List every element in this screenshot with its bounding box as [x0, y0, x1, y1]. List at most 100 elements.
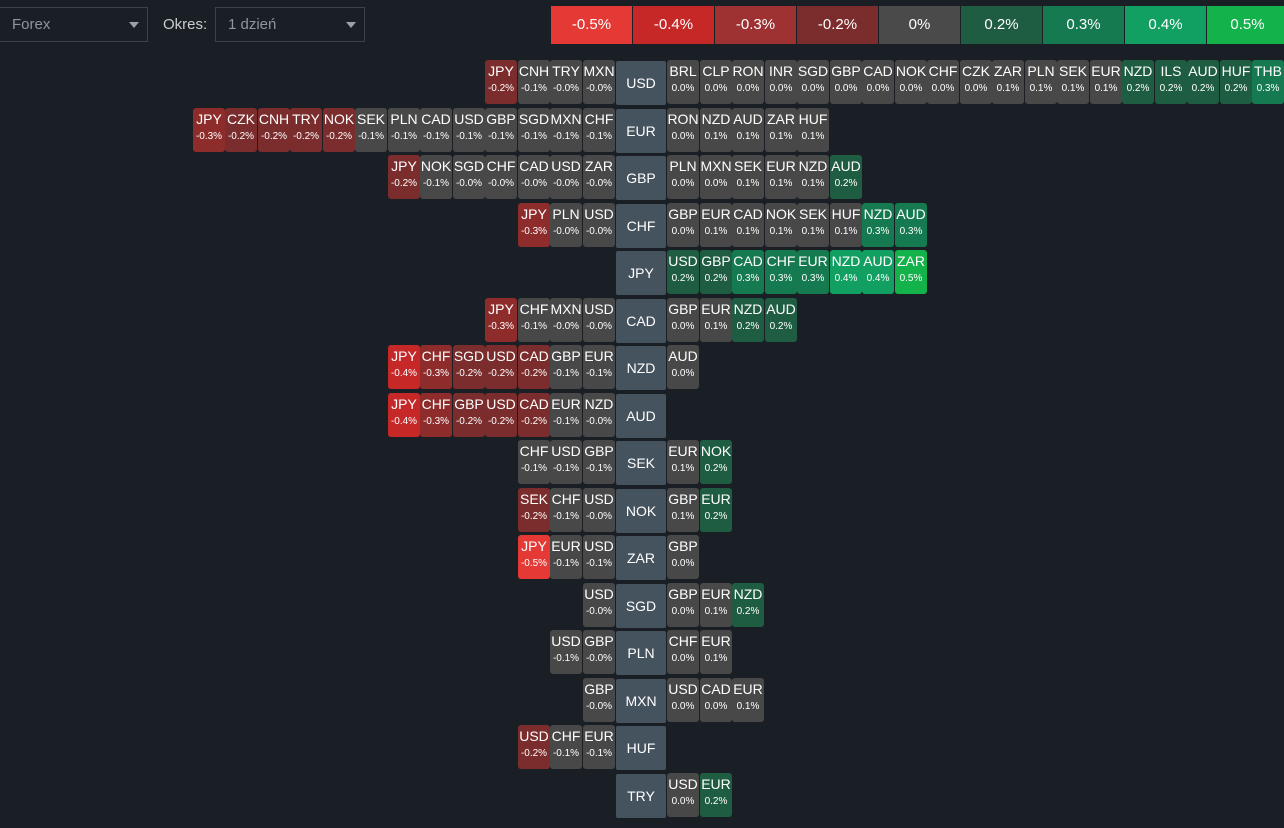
pair-cell[interactable]: JPY -0.4%: [388, 345, 420, 389]
pair-cell[interactable]: JPY -0.3%: [193, 107, 225, 152]
pair-cell[interactable]: CHF -0.1%: [518, 440, 550, 484]
pair-cell[interactable]: JPY -0.5%: [518, 535, 550, 579]
pair-cell[interactable]: CZK -0.2%: [225, 107, 257, 152]
base-currency-cad[interactable]: CAD: [616, 298, 666, 343]
pair-cell[interactable]: SEK -0.2%: [518, 487, 550, 532]
pair-cell[interactable]: RON 0.0%: [667, 107, 699, 152]
pair-cell[interactable]: CHF -0.0%: [485, 155, 517, 199]
pair-cell[interactable]: JPY -0.3%: [518, 202, 550, 247]
pair-cell[interactable]: USD -0.1%: [583, 535, 615, 579]
base-currency-zar[interactable]: ZAR: [616, 536, 666, 580]
pair-cell[interactable]: AUD 0.3%: [895, 202, 927, 247]
pair-cell[interactable]: EUR 0.1%: [700, 297, 732, 342]
pair-cell[interactable]: NOK 0.1%: [765, 202, 797, 247]
base-currency-eur[interactable]: EUR: [616, 108, 666, 153]
pair-cell[interactable]: ZAR -0.0%: [583, 155, 615, 199]
pair-cell[interactable]: NZD 0.2%: [732, 297, 764, 342]
pair-cell[interactable]: EUR 0.1%: [1090, 60, 1122, 104]
pair-cell[interactable]: TRY -0.0%: [550, 60, 582, 104]
pair-cell[interactable]: RON 0.0%: [732, 60, 764, 104]
pair-cell[interactable]: EUR 0.2%: [700, 772, 732, 817]
period-select[interactable]: 1 dzień: [215, 7, 365, 42]
pair-cell[interactable]: TRY -0.2%: [290, 107, 322, 152]
pair-cell[interactable]: NOK 0.0%: [895, 60, 927, 104]
base-currency-usd[interactable]: USD: [616, 61, 666, 105]
pair-cell[interactable]: SEK 0.1%: [797, 202, 829, 247]
pair-cell[interactable]: GBP -0.1%: [583, 440, 615, 484]
base-currency-pln[interactable]: PLN: [616, 631, 666, 675]
pair-cell[interactable]: NOK -0.1%: [420, 155, 452, 199]
pair-cell[interactable]: EUR 0.3%: [797, 250, 829, 294]
base-currency-jpy[interactable]: JPY: [616, 251, 666, 295]
pair-cell[interactable]: CHF -0.1%: [518, 297, 550, 342]
pair-cell[interactable]: EUR 0.1%: [732, 677, 764, 722]
pair-cell[interactable]: GBP 0.0%: [667, 582, 699, 627]
pair-cell[interactable]: GBP -0.2%: [453, 392, 485, 437]
pair-cell[interactable]: GBP 0.0%: [830, 60, 862, 104]
pair-cell[interactable]: CAD 0.3%: [732, 250, 764, 294]
base-currency-huf[interactable]: HUF: [616, 726, 666, 770]
pair-cell[interactable]: NOK 0.2%: [700, 440, 732, 484]
pair-cell[interactable]: USD -0.0%: [583, 202, 615, 247]
pair-cell[interactable]: NZD 0.2%: [1122, 60, 1154, 104]
base-currency-nzd[interactable]: NZD: [616, 346, 666, 390]
pair-cell[interactable]: THB 0.3%: [1252, 60, 1284, 104]
pair-cell[interactable]: SEK -0.1%: [355, 107, 387, 152]
pair-cell[interactable]: EUR 0.1%: [700, 202, 732, 247]
pair-cell[interactable]: SEK 0.1%: [1057, 60, 1089, 104]
pair-cell[interactable]: EUR -0.1%: [583, 345, 615, 389]
pair-cell[interactable]: CAD 0.1%: [732, 202, 764, 247]
pair-cell[interactable]: CHF 0.3%: [765, 250, 797, 294]
pair-cell[interactable]: ZAR 0.1%: [765, 107, 797, 152]
pair-cell[interactable]: CHF -0.1%: [550, 725, 582, 769]
pair-cell[interactable]: CAD 0.0%: [862, 60, 894, 104]
pair-cell[interactable]: CLP 0.0%: [700, 60, 732, 104]
pair-cell[interactable]: PLN 0.0%: [667, 155, 699, 199]
pair-cell[interactable]: USD 0.0%: [667, 772, 699, 817]
pair-cell[interactable]: HUF 0.2%: [1220, 60, 1252, 104]
base-currency-mxn[interactable]: MXN: [616, 678, 666, 723]
pair-cell[interactable]: USD -0.2%: [518, 725, 550, 769]
pair-cell[interactable]: AUD 0.0%: [667, 345, 699, 389]
pair-cell[interactable]: CHF 0.0%: [667, 630, 699, 674]
pair-cell[interactable]: EUR -0.1%: [550, 535, 582, 579]
pair-cell[interactable]: USD -0.1%: [453, 107, 485, 152]
pair-cell[interactable]: NZD -0.0%: [583, 392, 615, 437]
pair-cell[interactable]: JPY -0.2%: [388, 155, 420, 199]
pair-cell[interactable]: MXN 0.0%: [700, 155, 732, 199]
pair-cell[interactable]: HUF 0.1%: [830, 202, 862, 247]
pair-cell[interactable]: MXN -0.1%: [550, 107, 582, 152]
base-currency-aud[interactable]: AUD: [616, 393, 666, 438]
pair-cell[interactable]: GBP -0.0%: [583, 677, 615, 722]
pair-cell[interactable]: NOK -0.2%: [323, 107, 355, 152]
pair-cell[interactable]: USD -0.1%: [550, 440, 582, 484]
base-currency-chf[interactable]: CHF: [616, 203, 666, 248]
pair-cell[interactable]: USD 0.2%: [667, 250, 699, 294]
base-currency-sek[interactable]: SEK: [616, 441, 666, 485]
pair-cell[interactable]: GBP -0.0%: [583, 630, 615, 674]
pair-cell[interactable]: USD 0.0%: [667, 677, 699, 722]
pair-cell[interactable]: BRL 0.0%: [667, 60, 699, 104]
pair-cell[interactable]: NZD 0.3%: [862, 202, 894, 247]
pair-cell[interactable]: GBP 0.0%: [667, 535, 699, 579]
pair-cell[interactable]: CHF -0.3%: [420, 392, 452, 437]
pair-cell[interactable]: EUR -0.1%: [583, 725, 615, 769]
pair-cell[interactable]: PLN 0.1%: [1025, 60, 1057, 104]
pair-cell[interactable]: GBP 0.0%: [667, 297, 699, 342]
pair-cell[interactable]: CAD -0.2%: [518, 392, 550, 437]
pair-cell[interactable]: PLN -0.0%: [550, 202, 582, 247]
base-currency-nok[interactable]: NOK: [616, 488, 666, 533]
pair-cell[interactable]: ILS 0.2%: [1155, 60, 1187, 104]
pair-cell[interactable]: AUD 0.2%: [1187, 60, 1219, 104]
pair-cell[interactable]: GBP -0.1%: [485, 107, 517, 152]
pair-cell[interactable]: JPY -0.2%: [485, 60, 517, 104]
pair-cell[interactable]: AUD 0.2%: [830, 155, 862, 199]
pair-cell[interactable]: CAD -0.2%: [518, 345, 550, 389]
pair-cell[interactable]: ZAR 0.5%: [895, 250, 927, 294]
pair-cell[interactable]: CAD -0.1%: [420, 107, 452, 152]
pair-cell[interactable]: USD -0.0%: [550, 155, 582, 199]
base-currency-try[interactable]: TRY: [616, 773, 666, 818]
pair-cell[interactable]: EUR 0.1%: [700, 582, 732, 627]
pair-cell[interactable]: ZAR 0.1%: [992, 60, 1024, 104]
pair-cell[interactable]: SGD -0.1%: [518, 107, 550, 152]
